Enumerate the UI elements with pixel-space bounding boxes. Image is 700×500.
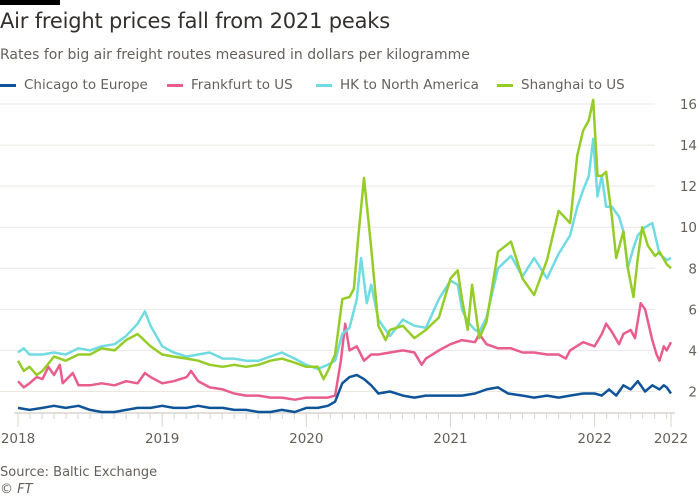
series-lines xyxy=(16,98,673,414)
x-axis: 2018 2019 2020 2021 2022 2022 xyxy=(1,412,688,447)
chart-title: Air freight prices fall from 2021 peaks xyxy=(0,9,390,33)
y-tick-label: 8 xyxy=(688,261,697,277)
legend-item-frankfurt-to-us: Frankfurt to US xyxy=(167,77,293,93)
legend-item-hk-to-north-america: HK to North America xyxy=(316,77,479,93)
x-tick-label: 2022 xyxy=(577,431,611,447)
series-line-frankfurt-to-us xyxy=(17,301,673,401)
legend-item-chicago-to-europe: Chicago to Europe xyxy=(0,77,148,93)
y-tick-label: 10 xyxy=(680,220,697,236)
y-tick-label: 14 xyxy=(680,138,697,154)
legend-label: Frankfurt to US xyxy=(191,77,293,93)
legend-label: HK to North America xyxy=(340,77,479,93)
legend-swatch-icon xyxy=(497,83,513,87)
x-tick-label: 2019 xyxy=(145,431,179,447)
y-axis: 2 4 6 8 10 12 14 16 xyxy=(680,97,697,400)
y-tick-label: 12 xyxy=(680,179,697,195)
series-line-shanghai-to-us xyxy=(16,98,672,381)
y-tick-label: 6 xyxy=(688,302,697,318)
y-tick-label: 16 xyxy=(680,97,697,113)
y-tick-label: 4 xyxy=(688,343,697,359)
legend-swatch-icon xyxy=(0,83,16,87)
x-tick-label: 2021 xyxy=(433,431,467,447)
legend: Chicago to Europe Frankfurt to US HK to … xyxy=(0,77,700,97)
credit-note: © FT xyxy=(0,482,33,497)
source-note: Source: Baltic Exchange xyxy=(0,465,158,480)
x-tick-label: 2018 xyxy=(1,431,35,447)
chart-subtitle: Rates for big air freight routes measure… xyxy=(0,47,470,63)
legend-label: Shanghai to US xyxy=(521,77,625,93)
line-chart: 2 4 6 8 10 12 14 16 2018 2019 2020 2021 2022 2022 xyxy=(0,97,697,447)
legend-item-shanghai-to-us: Shanghai to US xyxy=(497,77,625,93)
y-tick-label: 2 xyxy=(688,384,697,400)
x-tick-label: 2020 xyxy=(289,431,323,447)
series-line-hk-to-north-america xyxy=(17,137,672,371)
legend-swatch-icon xyxy=(316,83,332,87)
gridlines xyxy=(0,103,655,392)
series-line-chicago-to-europe xyxy=(17,373,673,414)
legend-swatch-icon xyxy=(167,83,183,87)
legend-label: Chicago to Europe xyxy=(24,77,148,93)
x-tick-label: 2022 xyxy=(654,431,688,447)
ft-top-bar xyxy=(0,0,60,5)
